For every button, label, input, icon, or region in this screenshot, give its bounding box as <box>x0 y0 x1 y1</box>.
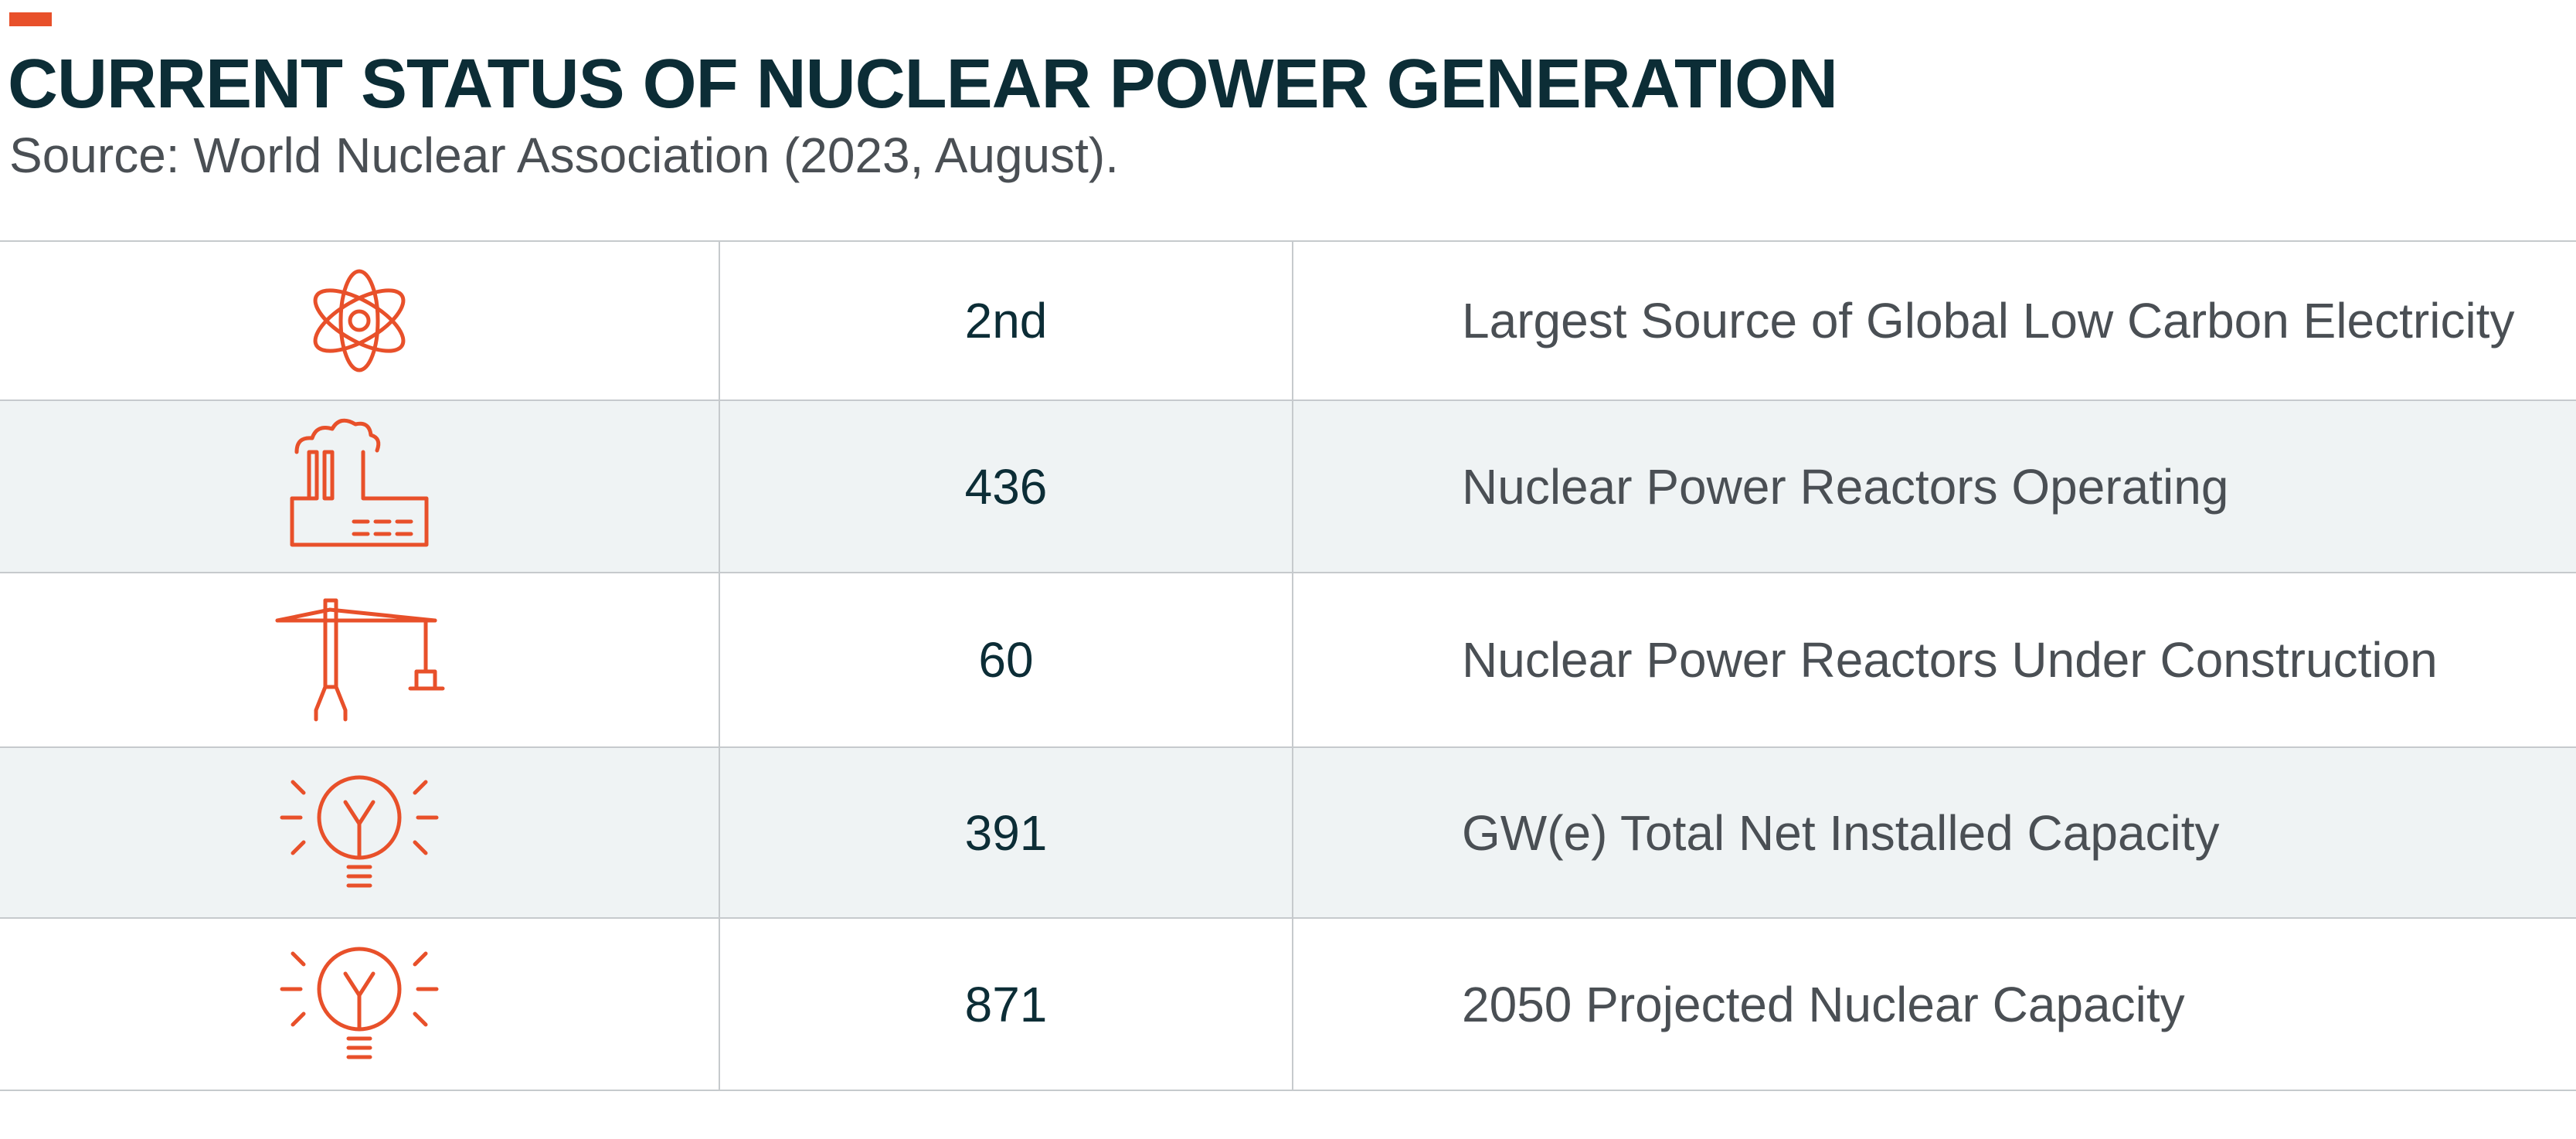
stat-value: 871 <box>720 919 1293 1090</box>
icon-cell <box>0 242 720 400</box>
icon-cell <box>0 748 720 917</box>
icon-cell <box>0 401 720 572</box>
table-row: 871 2050 Projected Nuclear Capacity <box>0 919 2576 1091</box>
source-note: Source: World Nuclear Association (2023,… <box>9 128 1119 183</box>
power-plant-icon <box>290 418 429 546</box>
icon-cell <box>0 573 720 746</box>
status-table: 2nd Largest Source of Global Low Carbon … <box>0 240 2576 1091</box>
table-row: 391 GW(e) Total Net Installed Capacity <box>0 748 2576 919</box>
stat-description: GW(e) Total Net Installed Capacity <box>1462 804 2220 861</box>
stat-value: 2nd <box>720 242 1293 400</box>
stat-description: Nuclear Power Reactors Operating <box>1462 458 2229 515</box>
construction-crane-icon <box>275 598 445 722</box>
page-title: CURRENT STATUS OF NUCLEAR POWER GENERATI… <box>8 46 1838 123</box>
accent-bar <box>9 12 52 26</box>
stat-description: Nuclear Power Reactors Under Constructio… <box>1462 632 2438 688</box>
stat-description: Largest Source of Global Low Carbon Elec… <box>1462 293 2515 348</box>
stat-value: 60 <box>720 573 1293 746</box>
icon-cell <box>0 919 720 1090</box>
table-row: 2nd Largest Source of Global Low Carbon … <box>0 242 2576 401</box>
table-row: 60 Nuclear Power Reactors Under Construc… <box>0 573 2576 748</box>
atom-icon <box>313 269 406 372</box>
stat-value: 436 <box>720 401 1293 572</box>
light-bulb-icon <box>280 775 439 887</box>
table-row: 436 Nuclear Power Reactors Operating <box>0 401 2576 573</box>
stat-description: 2050 Projected Nuclear Capacity <box>1462 976 2185 1032</box>
light-bulb-icon <box>280 947 439 1059</box>
stat-value: 391 <box>720 748 1293 917</box>
